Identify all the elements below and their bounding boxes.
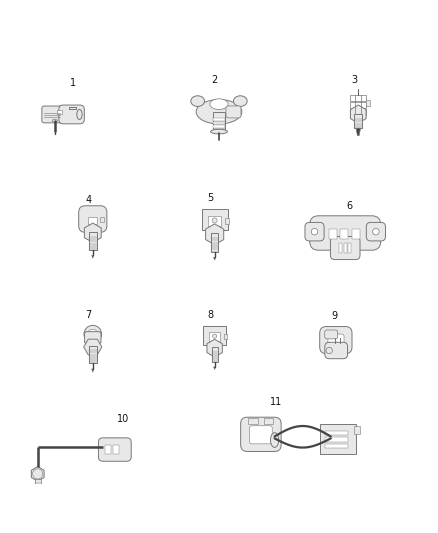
Circle shape [212,218,217,223]
Circle shape [88,329,98,339]
Bar [354,426,360,433]
FancyBboxPatch shape [203,326,226,344]
Text: 1: 1 [70,78,76,88]
Ellipse shape [191,96,205,107]
Text: 4: 4 [85,195,92,205]
Ellipse shape [210,99,228,109]
Bar [344,244,347,253]
FancyBboxPatch shape [99,438,131,461]
FancyBboxPatch shape [325,342,348,359]
FancyBboxPatch shape [240,417,281,451]
Bar [208,216,222,226]
Bar [211,233,218,252]
FancyBboxPatch shape [42,106,63,123]
FancyBboxPatch shape [79,206,107,232]
Text: 8: 8 [207,310,213,320]
Bar [213,118,225,120]
FancyBboxPatch shape [328,334,344,346]
Bar [325,443,348,448]
Text: 7: 7 [85,310,92,320]
Ellipse shape [77,109,82,119]
Bar [213,122,225,124]
FancyBboxPatch shape [59,105,84,124]
Bar [349,244,351,253]
Text: 2: 2 [212,75,218,85]
Bar [35,479,41,489]
Text: 10: 10 [117,415,129,424]
Bar [213,112,225,132]
FancyBboxPatch shape [85,332,101,344]
Bar [89,232,96,250]
Bar [212,348,218,362]
Polygon shape [213,257,216,260]
Bar [264,418,272,424]
Bar [350,95,366,101]
Bar [226,219,229,223]
Bar [325,437,348,442]
Circle shape [84,325,102,343]
Bar [57,110,61,114]
FancyBboxPatch shape [325,330,338,339]
Text: 6: 6 [346,201,353,211]
FancyBboxPatch shape [330,237,360,260]
Bar [213,129,225,132]
Text: 11: 11 [269,397,282,407]
FancyBboxPatch shape [305,222,324,241]
Ellipse shape [271,433,279,447]
Polygon shape [207,340,223,357]
Bar [105,445,111,454]
Bar [88,216,97,224]
Polygon shape [350,105,366,123]
Text: 5: 5 [207,193,213,204]
Polygon shape [32,466,44,481]
Polygon shape [214,367,215,369]
Ellipse shape [233,96,247,107]
Polygon shape [92,369,94,372]
FancyBboxPatch shape [202,209,228,230]
FancyBboxPatch shape [226,106,241,118]
Bar [350,109,366,115]
Bar [69,107,76,109]
Text: 3: 3 [351,75,357,85]
Bar [213,125,225,128]
Circle shape [326,348,332,354]
Bar [340,229,349,239]
Polygon shape [85,223,101,243]
Ellipse shape [211,130,227,134]
Polygon shape [36,489,40,495]
Bar [113,445,119,454]
Circle shape [373,229,379,235]
Bar [248,418,258,424]
Circle shape [212,334,217,338]
Polygon shape [356,128,360,135]
Circle shape [33,469,43,479]
FancyBboxPatch shape [366,222,385,241]
Bar [352,229,360,239]
FancyBboxPatch shape [321,424,356,454]
Bar [329,229,337,239]
Bar [100,216,103,222]
Bar [209,332,220,341]
Bar [339,244,342,253]
Polygon shape [92,255,94,258]
Ellipse shape [52,119,57,122]
Bar [366,100,370,107]
FancyBboxPatch shape [250,426,272,444]
Bar [89,346,97,364]
Bar [350,102,366,108]
FancyBboxPatch shape [320,327,352,353]
Bar [354,114,362,128]
Bar [224,334,226,339]
Ellipse shape [196,100,242,124]
Polygon shape [205,224,224,245]
Polygon shape [84,339,102,355]
Ellipse shape [44,108,61,121]
Circle shape [311,229,318,235]
Text: 9: 9 [331,311,337,321]
Bar [325,431,348,435]
FancyBboxPatch shape [310,216,381,250]
